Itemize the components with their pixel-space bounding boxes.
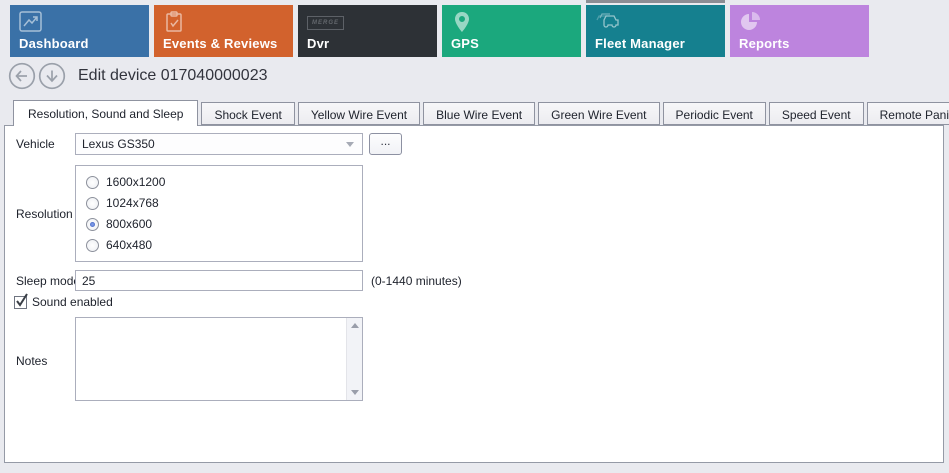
scroll-down-icon[interactable] [350, 390, 359, 395]
resolution-option-1024x768[interactable]: 1024x768 [86, 196, 352, 210]
tab-resolution-sound-sleep[interactable]: Resolution, Sound and Sleep [13, 100, 199, 126]
notes-label: Notes [16, 354, 48, 368]
resolution-option-1600x1200[interactable]: 1600x1200 [86, 175, 352, 189]
nav-tile-reports[interactable]: Reports [730, 5, 869, 57]
chart-line-icon [19, 11, 43, 33]
nav-tile-events-reviews[interactable]: Events & Reviews [154, 5, 293, 57]
resolution-radio-2[interactable] [86, 217, 99, 231]
scroll-up-icon[interactable] [350, 323, 359, 328]
vehicle-label: Vehicle [16, 137, 55, 151]
map-pin-icon [451, 11, 475, 33]
pie-chart-icon [739, 11, 763, 33]
sleep-mode-hint: (0-1440 minutes) [371, 274, 462, 288]
resolution-option-800x600[interactable]: 800x600 [86, 217, 352, 231]
resolution-option-640x480[interactable]: 640x480 [86, 238, 352, 252]
merge-logo-icon: MERGE [307, 11, 345, 33]
sleep-mode-input[interactable] [75, 270, 363, 291]
tab-blue-wire-event[interactable]: Blue Wire Event [423, 102, 536, 125]
resolution-radio-3[interactable] [86, 238, 99, 252]
nav-tile-label: Fleet Manager [595, 36, 686, 51]
tab-strip: Resolution, Sound and Sleep Shock Event … [13, 100, 949, 126]
nav-tile-label: Dashboard [19, 36, 89, 51]
tab-green-wire-event[interactable]: Green Wire Event [538, 102, 660, 125]
arrow-left-circle-icon[interactable] [8, 62, 36, 90]
vehicle-browse-button[interactable]: ... [369, 133, 402, 155]
notes-scrollbar[interactable] [346, 318, 362, 400]
page-header: Edit device 017040000023 [8, 62, 268, 90]
tab-yellow-wire-event[interactable]: Yellow Wire Event [297, 102, 421, 125]
nav-tile-fleet-manager[interactable]: Fleet Manager [586, 0, 725, 57]
nav-tile-gps[interactable]: GPS [442, 5, 581, 57]
tab-shock-event[interactable]: Shock Event [201, 102, 295, 125]
arrow-down-circle-icon[interactable] [38, 62, 66, 90]
sound-enabled-checkbox[interactable] [14, 292, 28, 309]
tab-remote-panic-event[interactable]: Remote Panic Event [866, 102, 949, 125]
notes-textarea[interactable] [75, 317, 363, 401]
chevron-down-icon [346, 141, 354, 147]
nav-tile-label: Events & Reviews [163, 36, 278, 51]
nav-tile-dvr[interactable]: MERGE Dvr [298, 5, 437, 57]
check-icon [15, 292, 30, 313]
nav-tile-label: Reports [739, 36, 790, 51]
resolution-radio-1[interactable] [86, 196, 99, 210]
resolution-groupbox: 1600x1200 1024x768 800x600 640x480 [75, 165, 363, 262]
tab-speed-event[interactable]: Speed Event [768, 102, 864, 125]
clipboard-check-icon [163, 11, 187, 33]
top-nav: Dashboard Events & Reviews MERGE Dvr GPS [10, 0, 869, 57]
nav-tile-dashboard[interactable]: Dashboard [10, 5, 149, 57]
nav-tile-label: Dvr [307, 36, 330, 51]
tab-periodic-event[interactable]: Periodic Event [662, 102, 766, 125]
vehicle-value: Lexus GS350 [82, 137, 155, 151]
nav-tile-label: GPS [451, 36, 480, 51]
sound-enabled-row[interactable]: Sound enabled [14, 292, 113, 309]
sound-enabled-label: Sound enabled [32, 295, 113, 309]
sleep-mode-label: Sleep mode [16, 274, 81, 288]
resolution-label: Resolution [16, 207, 73, 221]
fleet-cars-icon [595, 11, 619, 33]
resolution-radio-0[interactable] [86, 175, 99, 189]
page-title: Edit device 017040000023 [78, 67, 268, 84]
edit-device-panel: Vehicle Lexus GS350 ... Resolution 1600x… [4, 125, 944, 463]
vehicle-combobox[interactable]: Lexus GS350 [75, 133, 363, 155]
